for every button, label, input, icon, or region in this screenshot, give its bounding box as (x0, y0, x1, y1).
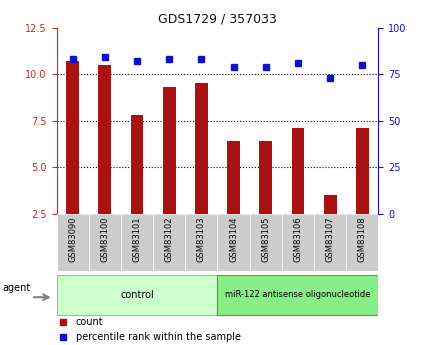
Bar (194, 83, 207, 214)
Text: control: control (120, 290, 154, 300)
Text: GSM83102: GSM83102 (164, 217, 173, 262)
Bar (227, 141, 240, 214)
FancyBboxPatch shape (56, 275, 217, 315)
Text: GSM83100: GSM83100 (100, 217, 109, 262)
FancyBboxPatch shape (153, 214, 185, 271)
FancyBboxPatch shape (249, 214, 281, 271)
Bar (130, 115, 143, 214)
Text: GSM83108: GSM83108 (357, 217, 366, 262)
Bar (98, 65, 111, 214)
Text: GSM83103: GSM83103 (197, 217, 205, 262)
Bar (291, 128, 304, 214)
FancyBboxPatch shape (56, 214, 89, 271)
Text: miR-122 antisense oligonucleotide: miR-122 antisense oligonucleotide (225, 290, 370, 299)
Bar (162, 87, 175, 214)
Text: GSM83105: GSM83105 (261, 217, 270, 262)
Bar (323, 195, 336, 214)
FancyBboxPatch shape (345, 214, 378, 271)
FancyBboxPatch shape (217, 214, 249, 271)
FancyBboxPatch shape (185, 214, 217, 271)
Text: GSM83090: GSM83090 (68, 217, 77, 262)
FancyBboxPatch shape (217, 275, 378, 315)
FancyBboxPatch shape (121, 214, 153, 271)
FancyBboxPatch shape (89, 214, 121, 271)
Text: GSM83104: GSM83104 (229, 217, 237, 262)
FancyBboxPatch shape (281, 214, 313, 271)
Text: GSM83107: GSM83107 (325, 217, 334, 262)
Title: GDS1729 / 357033: GDS1729 / 357033 (158, 12, 276, 25)
Text: GSM83101: GSM83101 (132, 217, 141, 262)
Bar (355, 128, 368, 214)
FancyBboxPatch shape (313, 214, 345, 271)
Text: count: count (76, 317, 103, 327)
Text: agent: agent (3, 283, 31, 293)
Text: percentile rank within the sample: percentile rank within the sample (76, 332, 240, 342)
Bar (66, 61, 79, 214)
Bar (259, 141, 272, 214)
Text: GSM83106: GSM83106 (293, 217, 302, 262)
